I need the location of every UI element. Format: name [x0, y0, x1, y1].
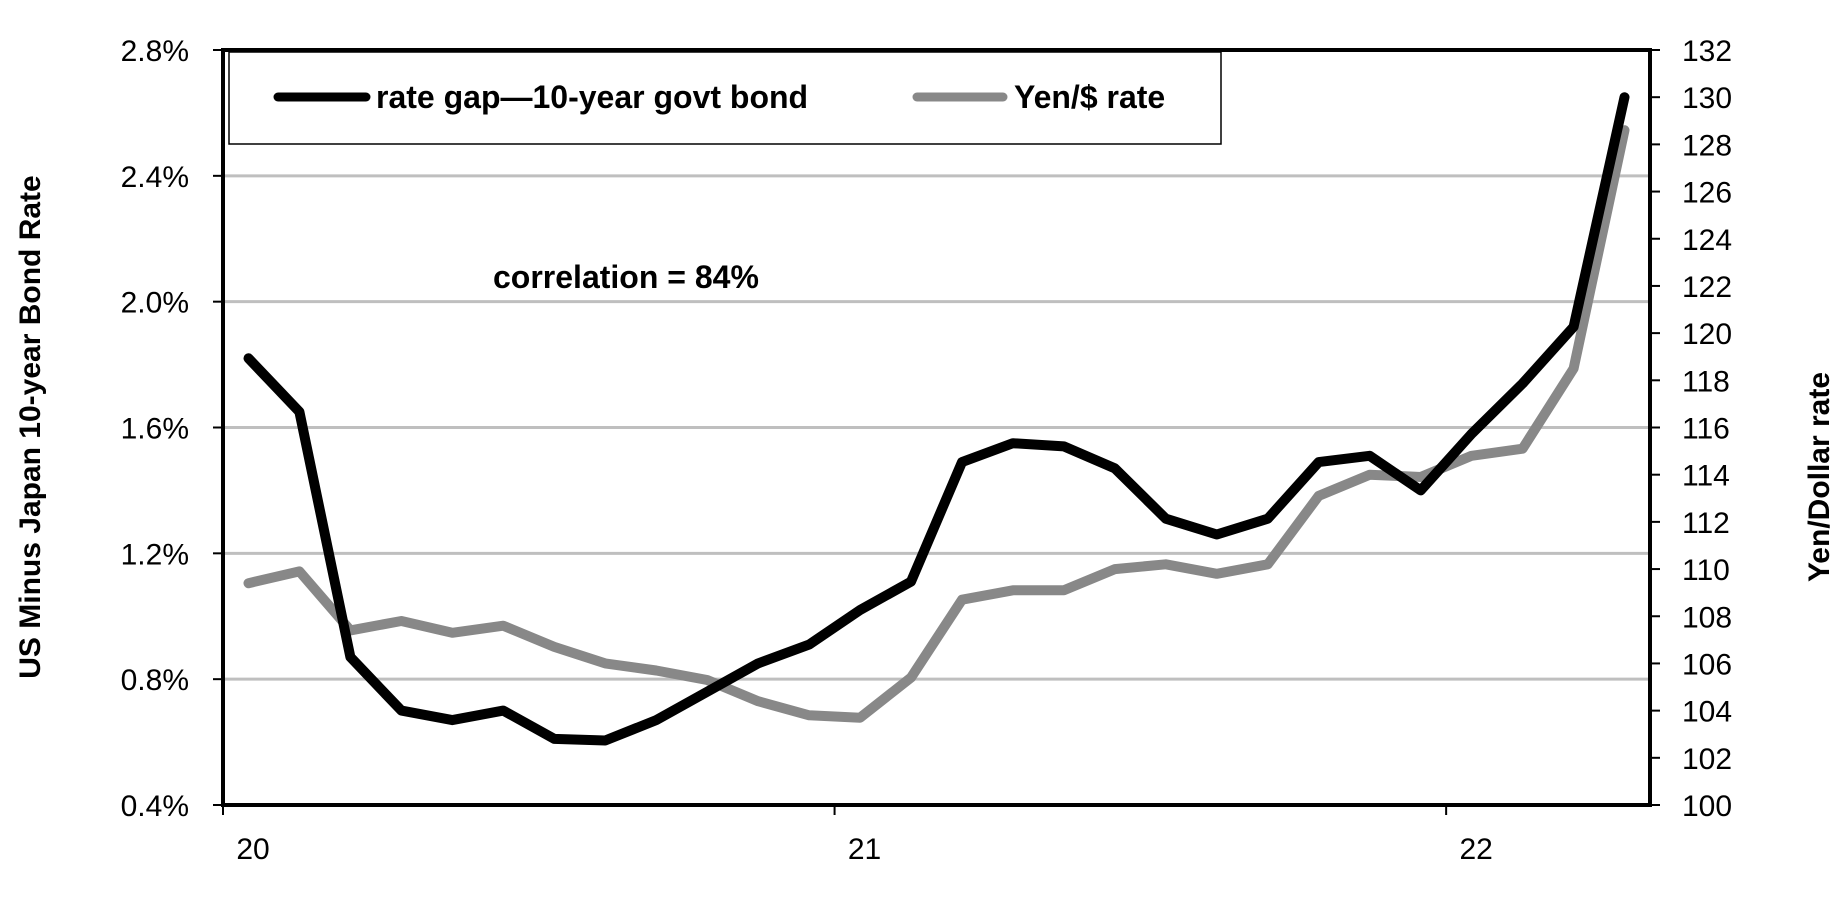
data-point-rate-gap [859, 609, 862, 611]
data-point-rate-gap [553, 737, 556, 740]
data-point-yen-rate [247, 582, 250, 585]
legend-box [228, 51, 1222, 145]
data-point-yen-rate [451, 631, 454, 634]
data-point-yen-rate [1368, 473, 1371, 476]
y-left-tick-label: 2.8% [121, 35, 189, 68]
data-point-rate-gap [298, 410, 301, 413]
data-point-yen-rate [1113, 568, 1116, 571]
data-point-yen-rate [1215, 572, 1218, 575]
data-point-yen-rate [1062, 589, 1065, 592]
data-point-yen-rate [1470, 454, 1473, 457]
y-right-tick-label: 116 [1682, 413, 1730, 446]
data-point-yen-rate [604, 662, 607, 665]
data-point-rate-gap [1521, 382, 1524, 385]
y-right-tick-label: 118 [1682, 365, 1730, 398]
data-point-rate-gap [808, 643, 811, 646]
data-point-rate-gap [604, 739, 607, 742]
y-right-tick-label: 120 [1682, 318, 1732, 351]
y-right-tick-label: 130 [1682, 82, 1732, 115]
data-point-rate-gap [961, 461, 963, 464]
data-point-yen-rate [502, 624, 505, 627]
y-right-tick-label: 104 [1682, 696, 1732, 729]
data-point-yen-rate [1011, 589, 1014, 592]
legend-label-rate-gap: rate gap—10-year govt bond [376, 79, 808, 115]
gridlines [223, 174, 1650, 681]
data-point-yen-rate [1266, 563, 1269, 566]
y-right-tick-label: 108 [1682, 601, 1732, 634]
series-line-rate-gap [243, 92, 1630, 746]
data-point-yen-rate [1419, 476, 1422, 478]
data-point-rate-gap [910, 580, 912, 583]
y-right-tick-label: 114 [1682, 460, 1730, 493]
y-left-tick-label: 0.8% [121, 664, 189, 697]
x-tick-label: 21 [848, 833, 881, 866]
y-right-tick-label: 102 [1682, 743, 1732, 776]
data-point-yen-rate [910, 676, 912, 679]
data-point-yen-rate [553, 645, 556, 648]
data-point-rate-gap [400, 709, 403, 712]
y-right-tick-label: 126 [1682, 177, 1732, 210]
x-tick-label: 22 [1459, 833, 1492, 866]
y-left-tick-label: 2.4% [121, 161, 189, 194]
y-right-tick-label: 124 [1682, 224, 1732, 257]
data-point-rate-gap [757, 662, 760, 665]
data-point-rate-gap [1113, 467, 1116, 470]
y-right-axis-title: Yen/Dollar rate [1803, 372, 1836, 582]
y-left-tick-label: 2.0% [121, 287, 189, 320]
y-right-tick-label: 106 [1682, 648, 1732, 681]
series-layer [243, 92, 1630, 746]
y-right-tick-label: 128 [1682, 129, 1732, 162]
data-point-rate-gap [349, 656, 352, 659]
y-right-tick-label: 100 [1682, 790, 1732, 823]
data-point-yen-rate [757, 700, 760, 703]
y-right-tick-label: 132 [1682, 35, 1732, 68]
data-point-yen-rate [808, 714, 811, 717]
data-point-yen-rate [859, 716, 862, 719]
y-left-axis-title: US Minus Japan 10-year Bond Rate [14, 175, 47, 678]
data-point-rate-gap [1062, 445, 1065, 448]
data-point-rate-gap [1317, 461, 1320, 464]
legend-label-yen-rate: Yen/$ rate [1014, 79, 1165, 115]
data-point-rate-gap [247, 357, 250, 360]
data-point-rate-gap [1368, 454, 1371, 457]
data-point-rate-gap [451, 719, 454, 722]
legend: rate gap—10-year govt bond Yen/$ rate [228, 51, 1222, 145]
left-axis: 0.4% 0.8% 1.2% 1.6% 2.0% 2.4% 2.8% [121, 35, 223, 823]
data-point-rate-gap [1419, 489, 1422, 492]
y-left-tick-label: 1.6% [121, 413, 189, 446]
y-left-tick-label: 1.2% [121, 538, 189, 571]
x-axis: 20 21 22 [222, 805, 1493, 866]
data-point-yen-rate [655, 669, 658, 672]
y-right-tick-label: 110 [1682, 554, 1730, 587]
data-point-yen-rate [1623, 129, 1626, 132]
data-point-rate-gap [706, 690, 709, 693]
data-point-yen-rate [298, 570, 301, 573]
y-left-tick-label: 0.4% [121, 790, 189, 823]
data-point-rate-gap [1623, 96, 1626, 99]
data-point-rate-gap [502, 709, 505, 712]
data-point-rate-gap [1215, 533, 1218, 536]
data-point-yen-rate [706, 679, 709, 681]
data-point-yen-rate [400, 620, 403, 622]
y-right-tick-label: 122 [1682, 271, 1732, 304]
right-axis: 100 102 104 106 108 110 112 114 116 118 120 122 124 1… [1650, 35, 1732, 823]
data-point-rate-gap [1266, 517, 1269, 520]
data-point-yen-rate [1521, 447, 1524, 450]
data-point-rate-gap [1011, 442, 1014, 445]
data-point-rate-gap [655, 719, 658, 722]
data-point-rate-gap [1572, 325, 1575, 328]
data-point-yen-rate [961, 598, 963, 601]
data-point-yen-rate [1572, 367, 1575, 370]
correlation-annotation: correlation = 84% [493, 259, 759, 295]
x-tick-label: 20 [236, 833, 269, 866]
data-point-rate-gap [1470, 432, 1473, 435]
data-point-yen-rate [1164, 563, 1167, 566]
y-right-tick-label: 112 [1682, 507, 1730, 540]
series-line-yen-rate [243, 125, 1630, 723]
data-point-yen-rate [1317, 494, 1320, 497]
data-point-rate-gap [1164, 517, 1167, 520]
